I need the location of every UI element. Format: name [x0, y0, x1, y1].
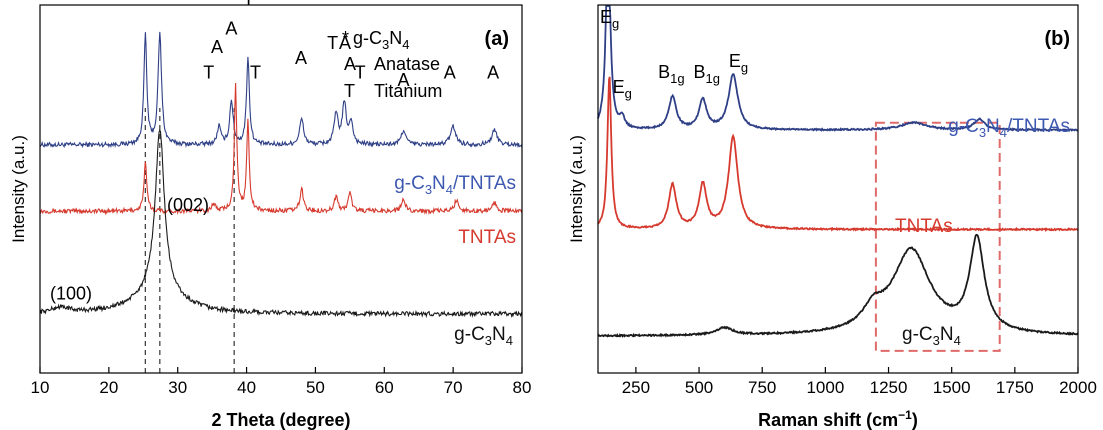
x-tick-label: 50: [306, 378, 325, 397]
series-line-2: [39, 128, 523, 319]
a-legend-star: * g-C3N4: [342, 28, 410, 52]
peak-label: A: [398, 70, 410, 90]
plane-annotation: (002): [167, 195, 209, 215]
a-x-ticks: 10 20 30 40 50 60 70 80: [31, 367, 532, 397]
series-line-0: [597, 5, 1079, 133]
peak-label: A: [339, 33, 351, 53]
a-series-label-tntas: TNTAs: [458, 227, 516, 248]
a-x-axis-label: 2 Theta (degree): [211, 410, 350, 430]
b-series-label-gcn-tntas: g-C3N4/TNTAs: [948, 116, 1070, 140]
a-peak-labels: A*TAATTATATAAA: [203, 0, 499, 90]
a-series-group: [39, 31, 523, 319]
series-line-1: [597, 76, 1079, 233]
a-dashed-lines: [144, 108, 235, 373]
peak-label: A: [487, 63, 499, 83]
peak-label: T: [355, 63, 366, 83]
a-series-label-gcn-tntas: g-C3N4/TNTAs: [394, 173, 516, 197]
b-plot-frame: [597, 4, 1079, 374]
peak-label: T: [250, 63, 261, 83]
x-tick-label: 1250: [870, 378, 908, 397]
highlight-box: [874, 121, 1001, 352]
x-tick-label: 80: [513, 378, 532, 397]
x-tick-label: 750: [748, 378, 776, 397]
peak-label: T: [203, 63, 214, 83]
x-tick-label: 500: [685, 378, 713, 397]
peak-label: A: [211, 37, 223, 57]
raman-mode-label: B1g: [658, 62, 684, 86]
a-legend-a-symbol: A: [344, 54, 356, 74]
x-tick-label: 40: [237, 378, 256, 397]
a-legend-t-symbol: T: [344, 81, 355, 101]
peak-label: T: [243, 0, 254, 9]
b-series-label-tntas: TNTAs: [895, 216, 953, 237]
raman-mode-label: Eg: [613, 77, 632, 101]
x-tick-label: 30: [168, 378, 187, 397]
a-legend-a-label: Anatase: [374, 54, 440, 74]
x-tick-label: 20: [99, 378, 118, 397]
peak-label: A: [295, 48, 307, 68]
x-tick-label: 2000: [1059, 378, 1097, 397]
peak-label: A: [444, 63, 456, 83]
a-plot-frame: [39, 4, 523, 374]
x-tick-label: 60: [375, 378, 394, 397]
b-mode-labels: Eg Eg B1g B1g Eg: [600, 7, 748, 101]
x-tick-label: 70: [444, 378, 463, 397]
series-line-2: [597, 233, 1079, 338]
b-y-axis-label: Intensity (a.u.): [567, 135, 586, 243]
b-panel-label: (b): [1044, 28, 1070, 50]
a-y-axis-label: Intensity (a.u.): [9, 135, 28, 243]
a-legend-t-label: Titanium: [374, 81, 442, 101]
peak-label: A: [225, 18, 237, 38]
x-tick-label: 250: [622, 378, 650, 397]
raman-mode-label: B1g: [693, 62, 719, 86]
x-tick-label: 10: [31, 378, 50, 397]
b-x-ticks: 250 500 750 1000 1250 1500 1750 2000: [622, 367, 1097, 397]
raman-mode-label: Eg: [600, 7, 619, 31]
panel-a-xrd: 10 20 30 40 50 60 70 80 A*TAATTATATAAA (100) (00…: [9, 0, 531, 430]
plane-annotation: (100): [50, 283, 92, 303]
a-panel-label: (a): [485, 28, 509, 50]
x-tick-label: 1500: [933, 378, 971, 397]
b-series-label-gcn: g-C3N4: [902, 324, 961, 348]
raman-mode-label: Eg: [729, 51, 748, 75]
a-annotations: (100) (002): [50, 195, 209, 303]
b-highlight-box-group: [874, 121, 1001, 352]
peak-label: T: [327, 33, 338, 53]
series-line-0: [39, 31, 523, 149]
a-series-label-gcn: g-C3N4: [454, 324, 513, 348]
x-tick-label: 1000: [806, 378, 844, 397]
b-x-axis-label: Raman shift (cm−1): [758, 408, 918, 430]
series-line-1: [39, 82, 523, 216]
x-tick-label: 1750: [996, 378, 1034, 397]
b-series-group: [597, 5, 1079, 338]
panel-b-raman: 250 500 750 1000 1250 1500 1750 2000 Eg Eg B1g B1g…: [567, 4, 1097, 430]
